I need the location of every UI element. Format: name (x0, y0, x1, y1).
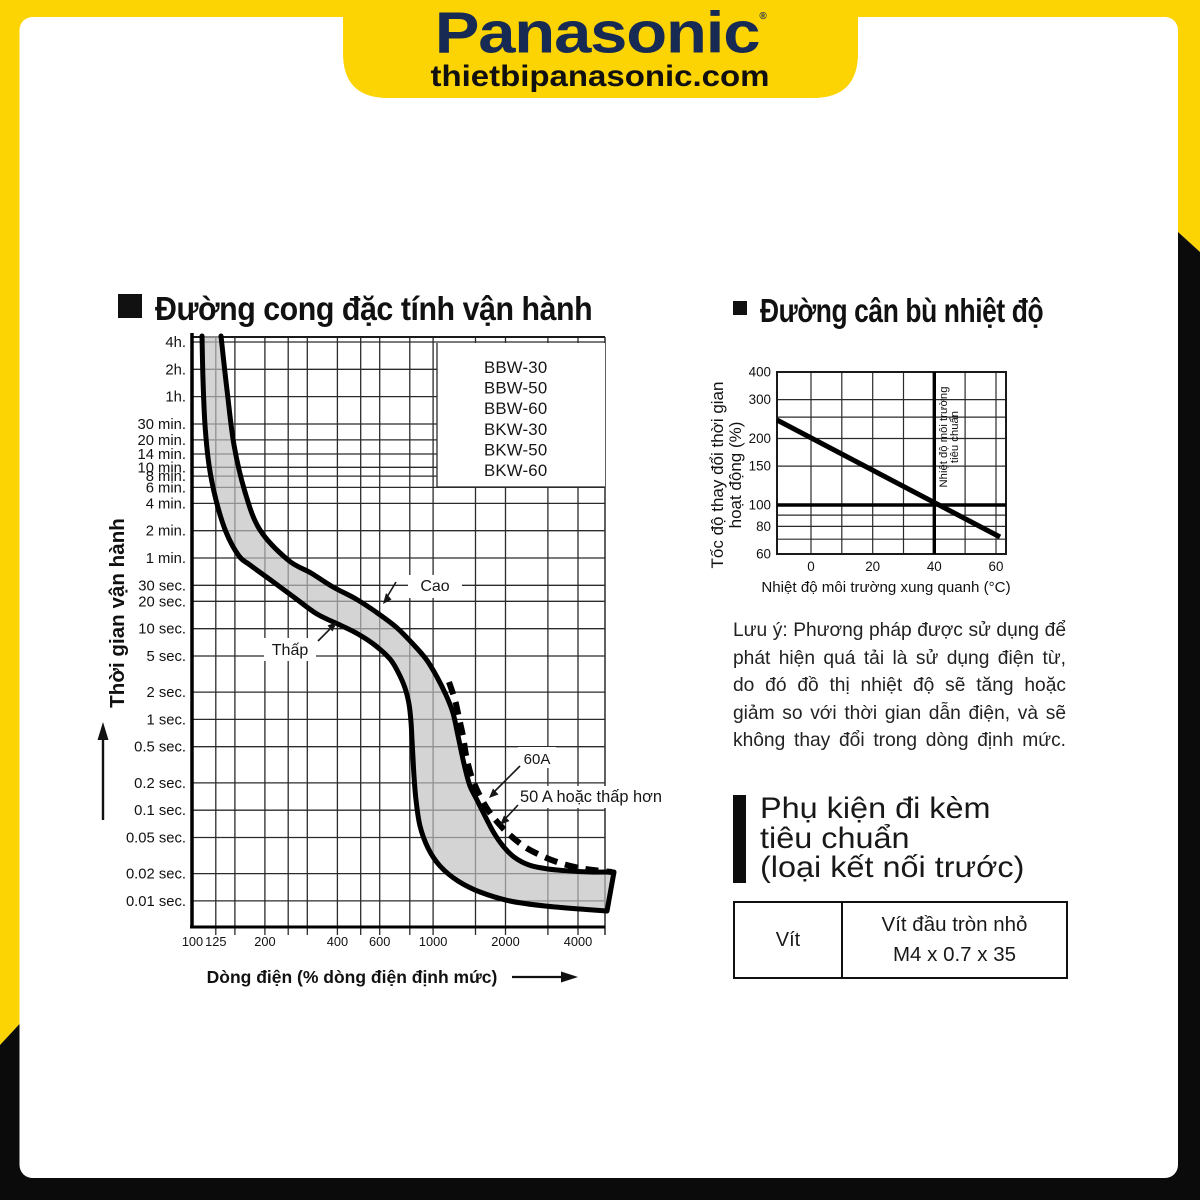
svg-text:0.05 sec.: 0.05 sec. (126, 831, 186, 847)
svg-text:0: 0 (807, 559, 814, 574)
svg-text:30 sec.: 30 sec. (138, 578, 186, 594)
svg-text:200: 200 (749, 431, 771, 446)
svg-text:hoạt động (%): hoạt động (%) (726, 422, 745, 529)
svg-text:BBW-30: BBW-30 (484, 358, 547, 377)
svg-text:1h.: 1h. (165, 390, 186, 406)
svg-text:0.5 sec.: 0.5 sec. (134, 740, 186, 756)
svg-text:Thời gian vận hành: Thời gian vận hành (106, 518, 129, 708)
svg-text:4000: 4000 (564, 934, 592, 949)
svg-text:400: 400 (749, 365, 771, 380)
svg-text:4h.: 4h. (165, 335, 186, 351)
svg-text:6 min.: 6 min. (146, 480, 186, 496)
svg-text:0.01 sec.: 0.01 sec. (126, 894, 186, 910)
svg-text:80: 80 (756, 519, 771, 534)
svg-text:BKW-30: BKW-30 (484, 420, 547, 439)
svg-text:8 min.: 8 min. (146, 469, 186, 485)
svg-text:600: 600 (369, 934, 390, 949)
svg-text:20 min.: 20 min. (137, 433, 186, 449)
svg-text:100: 100 (749, 498, 771, 513)
svg-text:300: 300 (749, 392, 771, 407)
svg-text:150: 150 (749, 459, 771, 474)
svg-text:Thấp: Thấp (272, 642, 309, 659)
svg-text:40: 40 (927, 559, 942, 574)
svg-text:BBW-50: BBW-50 (484, 379, 547, 398)
svg-text:1000: 1000 (419, 934, 447, 949)
svg-text:thietbipanasonic.com: thietbipanasonic.com (430, 58, 769, 92)
svg-text:30 min.: 30 min. (137, 417, 186, 433)
svg-text:125: 125 (205, 934, 226, 949)
svg-text:400: 400 (327, 934, 348, 949)
svg-text:1 min.: 1 min. (146, 551, 186, 567)
svg-text:60: 60 (756, 547, 771, 562)
svg-text:Cao: Cao (420, 578, 449, 595)
svg-text:14 min.: 14 min. (137, 447, 186, 463)
svg-text:20: 20 (865, 559, 880, 574)
svg-text:2h.: 2h. (165, 362, 186, 378)
svg-text:2 sec.: 2 sec. (147, 685, 186, 701)
svg-text:2 min.: 2 min. (146, 524, 186, 540)
svg-text:BKW-50: BKW-50 (484, 440, 547, 459)
svg-text:5 sec.: 5 sec. (147, 649, 186, 665)
svg-text:4 min.: 4 min. (146, 496, 186, 512)
svg-text:®: ® (759, 11, 767, 22)
svg-text:Nhiệt độ môi trường xung quanh: Nhiệt độ môi trường xung quanh (°C) (761, 579, 1010, 596)
svg-text:200: 200 (254, 934, 275, 949)
svg-text:Panasonic: Panasonic (435, 1, 760, 66)
svg-text:tiêu chuẩn: tiêu chuẩn (949, 411, 961, 463)
svg-text:50 A hoặc thấp hơn: 50 A hoặc thấp hơn (520, 788, 662, 806)
svg-text:2000: 2000 (491, 934, 519, 949)
svg-text:0.1 sec.: 0.1 sec. (134, 803, 186, 819)
svg-text:Dòng điện (% dòng điện định mứ: Dòng điện (% dòng điện định mức) (207, 967, 498, 987)
svg-text:Tốc độ thay đổi thời gian: Tốc độ thay đổi thời gian (708, 382, 727, 569)
svg-text:10 sec.: 10 sec. (138, 622, 186, 638)
svg-text:0.2 sec.: 0.2 sec. (134, 776, 186, 792)
svg-text:20 sec.: 20 sec. (138, 594, 186, 610)
svg-text:1 sec.: 1 sec. (147, 712, 186, 728)
svg-text:0.02 sec.: 0.02 sec. (126, 867, 186, 883)
svg-text:Nhiệt độ môi trường: Nhiệt độ môi trường (938, 387, 950, 488)
svg-text:60A: 60A (524, 751, 551, 768)
svg-text:10 min.: 10 min. (137, 460, 186, 476)
svg-text:BKW-60: BKW-60 (484, 461, 547, 480)
svg-text:BBW-60: BBW-60 (484, 399, 547, 418)
svg-text:60: 60 (989, 559, 1004, 574)
svg-text:100: 100 (182, 934, 203, 949)
